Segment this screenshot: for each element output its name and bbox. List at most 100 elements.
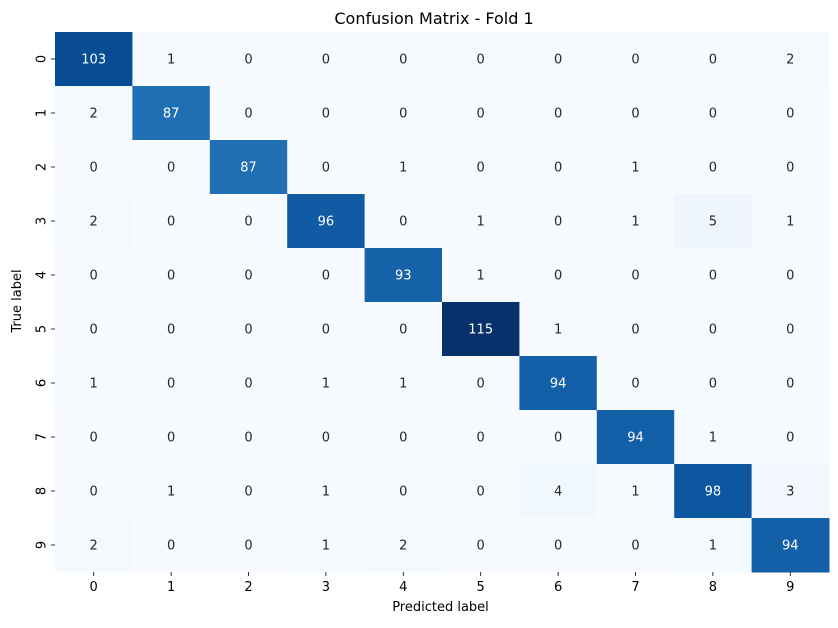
heatmap-cell-1-8 xyxy=(674,86,753,141)
heatmap-cell-2-5 xyxy=(442,140,520,195)
x-tick-label-9: 9 xyxy=(786,580,794,595)
heatmap-cell-0-1 xyxy=(132,32,211,87)
cell-value-4-8: 0 xyxy=(709,269,717,284)
cell-value-6-2: 0 xyxy=(244,377,252,392)
cell-value-1-5: 0 xyxy=(477,107,485,122)
cell-value-4-4: 93 xyxy=(395,269,412,284)
heatmap-cell-2-2 xyxy=(209,140,288,195)
heatmap-cell-1-4 xyxy=(364,86,443,141)
heatmap-cell-2-0 xyxy=(55,140,133,195)
heatmap-cell-5-1 xyxy=(132,302,211,357)
cell-value-7-2: 0 xyxy=(244,431,252,446)
x-tick-label-2: 2 xyxy=(244,580,252,595)
heatmap-cell-2-3 xyxy=(287,140,366,195)
cell-value-2-4: 1 xyxy=(399,161,407,176)
cell-value-2-7: 1 xyxy=(631,161,639,176)
cell-value-7-5: 0 xyxy=(477,431,485,446)
heatmap-cell-0-0 xyxy=(55,32,133,87)
heatmap-cell-9-9 xyxy=(751,518,830,573)
cell-value-7-4: 0 xyxy=(399,431,407,446)
cell-value-5-4: 0 xyxy=(399,323,407,338)
cell-value-1-1: 87 xyxy=(163,107,180,122)
heatmap-cell-4-9 xyxy=(751,248,830,303)
cell-value-5-1: 0 xyxy=(167,323,175,338)
heatmap-cell-6-7 xyxy=(596,356,675,411)
cell-value-6-9: 0 xyxy=(786,377,794,392)
cell-value-5-6: 1 xyxy=(554,323,562,338)
cell-value-9-0: 2 xyxy=(90,539,98,554)
heatmap-cell-3-4 xyxy=(364,194,443,249)
heatmap-cell-5-8 xyxy=(674,302,753,357)
x-tick-label-4: 4 xyxy=(399,580,407,595)
heatmap-cell-8-9 xyxy=(751,464,830,519)
cell-value-0-4: 0 xyxy=(399,53,407,68)
heatmap-cell-9-4 xyxy=(364,518,443,573)
cell-value-0-1: 1 xyxy=(167,53,175,68)
heatmap-cell-6-0 xyxy=(55,356,133,411)
heatmap-cell-4-1 xyxy=(132,248,211,303)
heatmap-cell-1-7 xyxy=(596,86,675,141)
heatmap-cell-3-2 xyxy=(209,194,288,249)
heatmap-cell-7-0 xyxy=(55,410,133,465)
heatmap-cell-6-9 xyxy=(751,356,830,411)
cell-value-3-4: 0 xyxy=(399,215,407,230)
cell-value-4-7: 0 xyxy=(631,269,639,284)
heatmap-cell-0-8 xyxy=(674,32,753,87)
cell-value-7-1: 0 xyxy=(167,431,175,446)
cell-value-7-8: 1 xyxy=(709,431,717,446)
heatmap-cell-1-2 xyxy=(209,86,288,141)
x-tick-label-7: 7 xyxy=(631,580,639,595)
x-tick-label-0: 0 xyxy=(90,580,98,595)
heatmap-cell-1-5 xyxy=(442,86,520,141)
y-axis-ticks: 0 1 2 3 4 5 6 7 8 9 xyxy=(35,55,55,549)
cell-value-5-9: 0 xyxy=(786,323,794,338)
heatmap-cell-9-0 xyxy=(55,518,133,573)
cell-value-1-8: 0 xyxy=(709,107,717,122)
cell-value-8-5: 0 xyxy=(477,485,485,500)
heatmap-cell-3-7 xyxy=(596,194,675,249)
cell-value-9-6: 0 xyxy=(554,539,562,554)
heatmap-cell-4-4 xyxy=(364,248,443,303)
heatmap-cell-1-1 xyxy=(132,86,211,141)
cell-value-4-9: 0 xyxy=(786,269,794,284)
cell-value-1-3: 0 xyxy=(322,107,330,122)
cell-value-6-8: 0 xyxy=(709,377,717,392)
cell-value-7-9: 0 xyxy=(786,431,794,446)
y-tick-label-1: 1 xyxy=(35,109,50,117)
heatmap-cells: 103 1 0 0 0 0 0 0 0 22 87 0 0 0 0 0 0 0 00 0 87 0 1 0 0 1 0 02 0 0 96 0… xyxy=(55,32,830,573)
heatmap-cell-9-8 xyxy=(674,518,753,573)
y-tick-label-7: 7 xyxy=(35,433,50,441)
heatmap-cell-3-9 xyxy=(751,194,830,249)
heatmap-cell-2-8 xyxy=(674,140,753,195)
heatmap-cell-8-7 xyxy=(596,464,675,519)
heatmap-cell-4-5 xyxy=(442,248,520,303)
x-tick-label-3: 3 xyxy=(322,580,330,595)
cell-value-1-4: 0 xyxy=(399,107,407,122)
heatmap-cell-9-7 xyxy=(596,518,675,573)
y-tick-label-2: 2 xyxy=(35,163,50,171)
cell-value-1-9: 0 xyxy=(786,107,794,122)
heatmap-cell-8-6 xyxy=(519,464,598,519)
heatmap-cell-8-4 xyxy=(364,464,443,519)
cell-value-9-8: 1 xyxy=(709,539,717,554)
heatmap-cell-8-2 xyxy=(209,464,288,519)
cell-value-5-7: 0 xyxy=(631,323,639,338)
cell-value-0-5: 0 xyxy=(477,53,485,68)
cell-value-2-0: 0 xyxy=(90,161,98,176)
cell-value-8-4: 0 xyxy=(399,485,407,500)
cell-value-2-8: 0 xyxy=(709,161,717,176)
cell-value-3-1: 0 xyxy=(167,215,175,230)
heatmap-cell-9-2 xyxy=(209,518,288,573)
cell-value-9-9: 94 xyxy=(782,539,799,554)
y-axis-label: True label xyxy=(10,269,25,333)
cell-value-1-0: 2 xyxy=(90,107,98,122)
cell-value-2-9: 0 xyxy=(786,161,794,176)
heatmap-cell-7-6 xyxy=(519,410,598,465)
heatmap-cell-0-2 xyxy=(209,32,288,87)
heatmap-cell-5-4 xyxy=(364,302,443,357)
cell-value-8-3: 1 xyxy=(322,485,330,500)
heatmap-cell-0-7 xyxy=(596,32,675,87)
heatmap-cell-7-2 xyxy=(209,410,288,465)
heatmap-cell-3-8 xyxy=(674,194,753,249)
cell-value-9-5: 0 xyxy=(477,539,485,554)
